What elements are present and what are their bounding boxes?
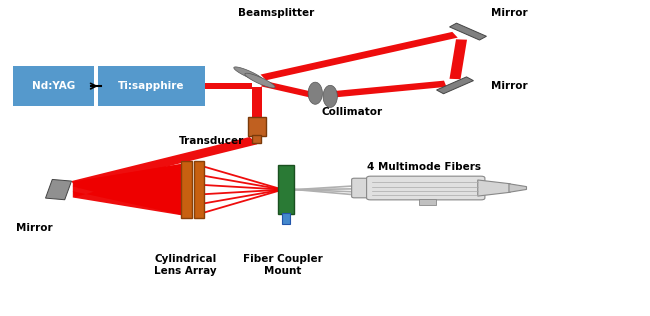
Text: Nd:YAG: Nd:YAG: [32, 81, 75, 91]
Bar: [248, 117, 266, 136]
Text: Mirror: Mirror: [491, 81, 527, 91]
Bar: [282, 213, 290, 224]
Polygon shape: [73, 163, 188, 216]
Polygon shape: [234, 67, 264, 82]
FancyBboxPatch shape: [367, 176, 485, 200]
Text: Transducer: Transducer: [179, 136, 244, 146]
Polygon shape: [437, 77, 473, 94]
FancyBboxPatch shape: [13, 66, 94, 106]
Text: Ti:sapphire: Ti:sapphire: [118, 81, 185, 91]
Polygon shape: [308, 82, 322, 104]
Bar: [419, 199, 436, 205]
Polygon shape: [245, 73, 275, 88]
Bar: [194, 161, 204, 218]
Bar: [181, 161, 192, 218]
Polygon shape: [327, 81, 447, 98]
FancyBboxPatch shape: [352, 178, 376, 198]
FancyBboxPatch shape: [98, 66, 205, 106]
Bar: [252, 135, 261, 143]
Polygon shape: [450, 39, 467, 79]
Polygon shape: [252, 87, 261, 134]
Text: Cylindrical
Lens Array: Cylindrical Lens Array: [154, 254, 216, 276]
Polygon shape: [261, 81, 315, 97]
Text: Mirror: Mirror: [491, 8, 527, 18]
Text: Beamsplitter: Beamsplitter: [238, 8, 315, 18]
Text: 4 Multimode Fibers: 4 Multimode Fibers: [367, 162, 481, 172]
Text: Collimator: Collimator: [322, 107, 383, 117]
Text: Fiber Coupler
Mount: Fiber Coupler Mount: [243, 254, 322, 276]
Polygon shape: [71, 137, 257, 189]
Polygon shape: [323, 85, 337, 107]
Polygon shape: [509, 184, 527, 192]
Text: Mirror: Mirror: [16, 223, 53, 233]
Polygon shape: [202, 83, 252, 89]
Polygon shape: [73, 163, 188, 216]
Polygon shape: [261, 32, 458, 80]
Polygon shape: [450, 23, 486, 40]
Polygon shape: [46, 179, 72, 200]
Bar: [278, 165, 294, 214]
Polygon shape: [478, 180, 510, 196]
Polygon shape: [73, 163, 188, 216]
